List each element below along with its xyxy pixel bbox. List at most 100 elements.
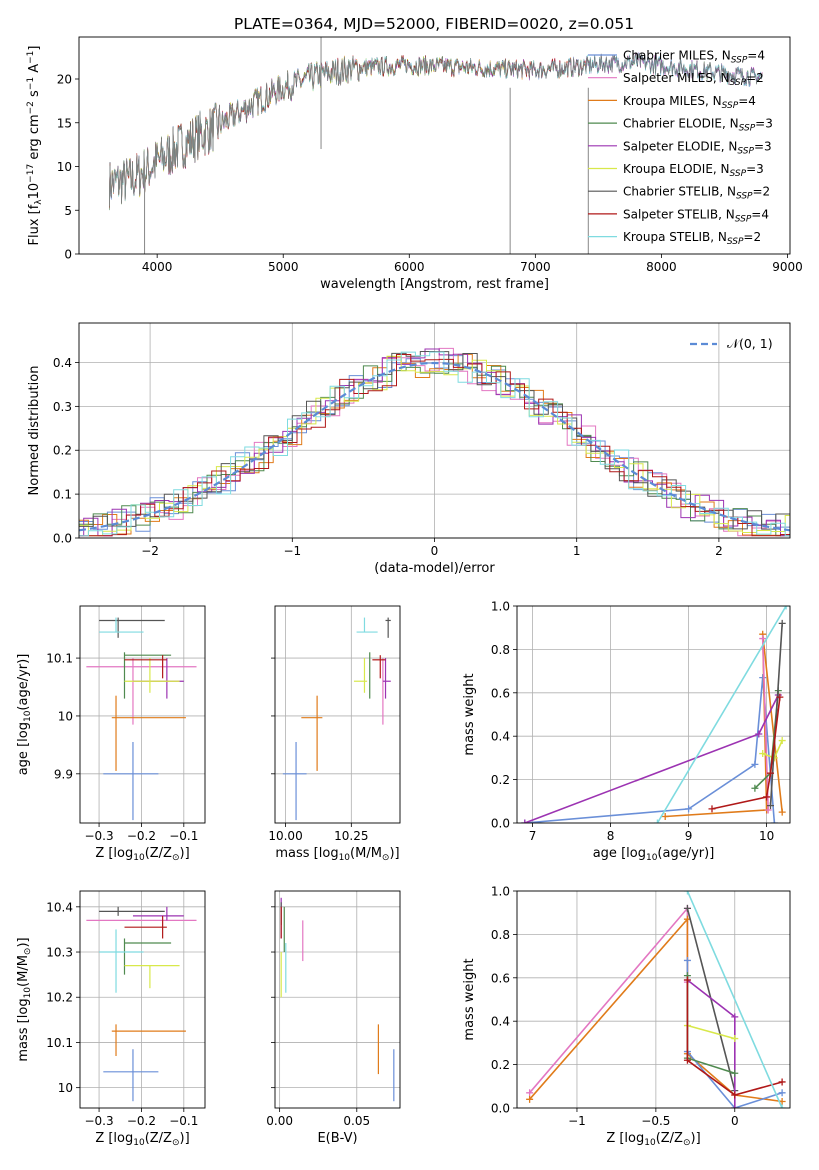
y-tick-label: 10: [58, 1081, 73, 1095]
weight-marker: [778, 1089, 786, 1097]
y-tick-label: 10: [58, 709, 73, 723]
weight-marker: [759, 635, 767, 643]
weight-marker: [683, 956, 691, 964]
y-tick-label: 10.3: [46, 946, 73, 960]
data-point: [99, 929, 144, 993]
x-axis-label: mass [log10​(M/M⊙​)]: [275, 846, 399, 863]
y-tick-label: 5: [64, 204, 72, 218]
weight-line: [761, 638, 769, 811]
y-axis-label: mass weight: [462, 673, 477, 755]
weight-marker: [683, 1056, 691, 1064]
x-tick-label: 2: [715, 544, 723, 558]
x-tick-label: −1: [568, 1114, 586, 1128]
y-tick-label: 0.8: [491, 643, 510, 657]
y-tick-label: 15: [57, 116, 72, 130]
x-axis-label: E(B-V): [317, 1131, 357, 1146]
age_vs_Z-plot-area: [86, 617, 197, 821]
x-tick-label: 4000: [142, 260, 173, 274]
x-tick-label: 0.05: [343, 1114, 370, 1128]
weight-line: [686, 908, 736, 1091]
age_vs_mass-panel: 10.00 10.25: [268, 605, 401, 843]
x-tick-label: −2: [141, 544, 159, 558]
x-axis-label: Z [log10​(Z/Z⊙​)]: [95, 1131, 189, 1148]
y-tick-label: 0.3: [53, 400, 72, 414]
y-tick-label: 10: [57, 160, 72, 174]
weight-marker: [778, 1104, 786, 1108]
weight-marker: [782, 606, 790, 610]
axes-frame: [78, 36, 791, 255]
y-tick-label: 0.6: [491, 971, 510, 985]
y-axis-label: age [log10​(age/yr)]: [16, 654, 33, 776]
data-point: [111, 695, 186, 771]
spectrum-plot-area: [109, 37, 763, 254]
data-point: [372, 655, 386, 679]
weight-marker: [764, 806, 772, 814]
age_vs_mass-plot-area: [282, 617, 391, 821]
axes-frame: [79, 605, 206, 824]
legend-entry: Salpeter ELODIE, NSSP=3: [623, 139, 772, 156]
histogram-step: [79, 363, 790, 537]
data-point: [86, 658, 197, 725]
weight-marker: [759, 674, 767, 682]
weight-marker: [685, 805, 693, 813]
spectrum-data-line: [109, 53, 763, 209]
weight-marker: [731, 1069, 739, 1077]
weight-marker: [683, 976, 691, 984]
data-point: [124, 915, 167, 939]
data-point: [99, 906, 165, 916]
weight-marker: [661, 812, 669, 820]
x-tick-label: 8000: [646, 260, 677, 274]
data-point: [301, 695, 323, 771]
weight-line: [687, 1024, 736, 1040]
weight-marker: [763, 793, 771, 801]
mass_vs_Z-panel: −0.3 −0.2 −0.1 10 10.1 10.2 10.3 10.4: [46, 890, 206, 1128]
y-tick-label: 0.0: [491, 817, 510, 831]
legend-entry: Chabrier MILES, NSSP=4: [623, 49, 765, 66]
y-axis-label: Flux [fλ​10−17​ erg cm−2​ s−1​ A−1​]: [26, 46, 44, 246]
y-tick-label: 0.2: [53, 444, 72, 458]
y-axis-label: Normed distribution: [27, 366, 42, 496]
data-point: [282, 741, 307, 821]
x-tick-label: 10.25: [334, 829, 368, 843]
spectrum-panel: 4000 5000 6000 7000 8000 9000 0 5 10 15 20 Chabrier…: [57, 36, 803, 274]
x-tick-label: 9000: [772, 260, 803, 274]
data-point: [385, 617, 391, 638]
x-axis-label: wavelength [Angstrom, rest frame]: [320, 277, 549, 292]
data-point: [124, 655, 167, 679]
x-tick-label: 6000: [394, 260, 425, 274]
x-tick-label: 9: [685, 829, 693, 843]
weight_vs_age-plot-area: [521, 606, 790, 823]
data-point: [99, 617, 144, 633]
x-tick-label: 5000: [268, 260, 299, 274]
weight-line: [686, 975, 736, 1075]
normal-curve: [79, 361, 790, 532]
x-tick-label: 8: [607, 829, 615, 843]
legend-entry: Kroupa STELIB, NSSP=2: [623, 230, 761, 247]
weight-line: [686, 980, 783, 1096]
weight_vs_Z-panel: −1 −0.5 0 0.0 0.2 0.4 0.6 0.8 1.0: [491, 885, 791, 1128]
data-point: [124, 964, 180, 989]
x-tick-label: −0.2: [127, 829, 156, 843]
legend-entry: Kroupa MILES, NSSP=4: [623, 94, 756, 111]
y-tick-label: 20: [57, 73, 72, 87]
weight-marker: [778, 737, 786, 745]
weight-marker: [708, 805, 716, 813]
axes-frame: [79, 890, 206, 1109]
weight-marker: [755, 730, 763, 738]
weight-marker: [731, 1091, 739, 1099]
x-tick-label: −0.5: [641, 1114, 670, 1128]
weight-line: [665, 634, 783, 818]
y-tick-label: 1.0: [491, 600, 510, 614]
y-tick-label: 0.2: [491, 773, 510, 787]
x-axis-label: age [log10​(age/yr)]: [593, 846, 715, 863]
x-tick-label: 0: [431, 544, 439, 558]
weight_vs_Z-plot-area: [526, 891, 786, 1108]
weight-line: [524, 694, 780, 823]
x-tick-label: −1: [283, 544, 301, 558]
x-tick-label: 10.00: [268, 829, 302, 843]
mass_vs_Z-plot-area: [86, 906, 197, 1102]
weight-marker: [731, 1104, 739, 1108]
weight-marker: [778, 808, 786, 816]
weight-marker: [731, 1013, 739, 1021]
